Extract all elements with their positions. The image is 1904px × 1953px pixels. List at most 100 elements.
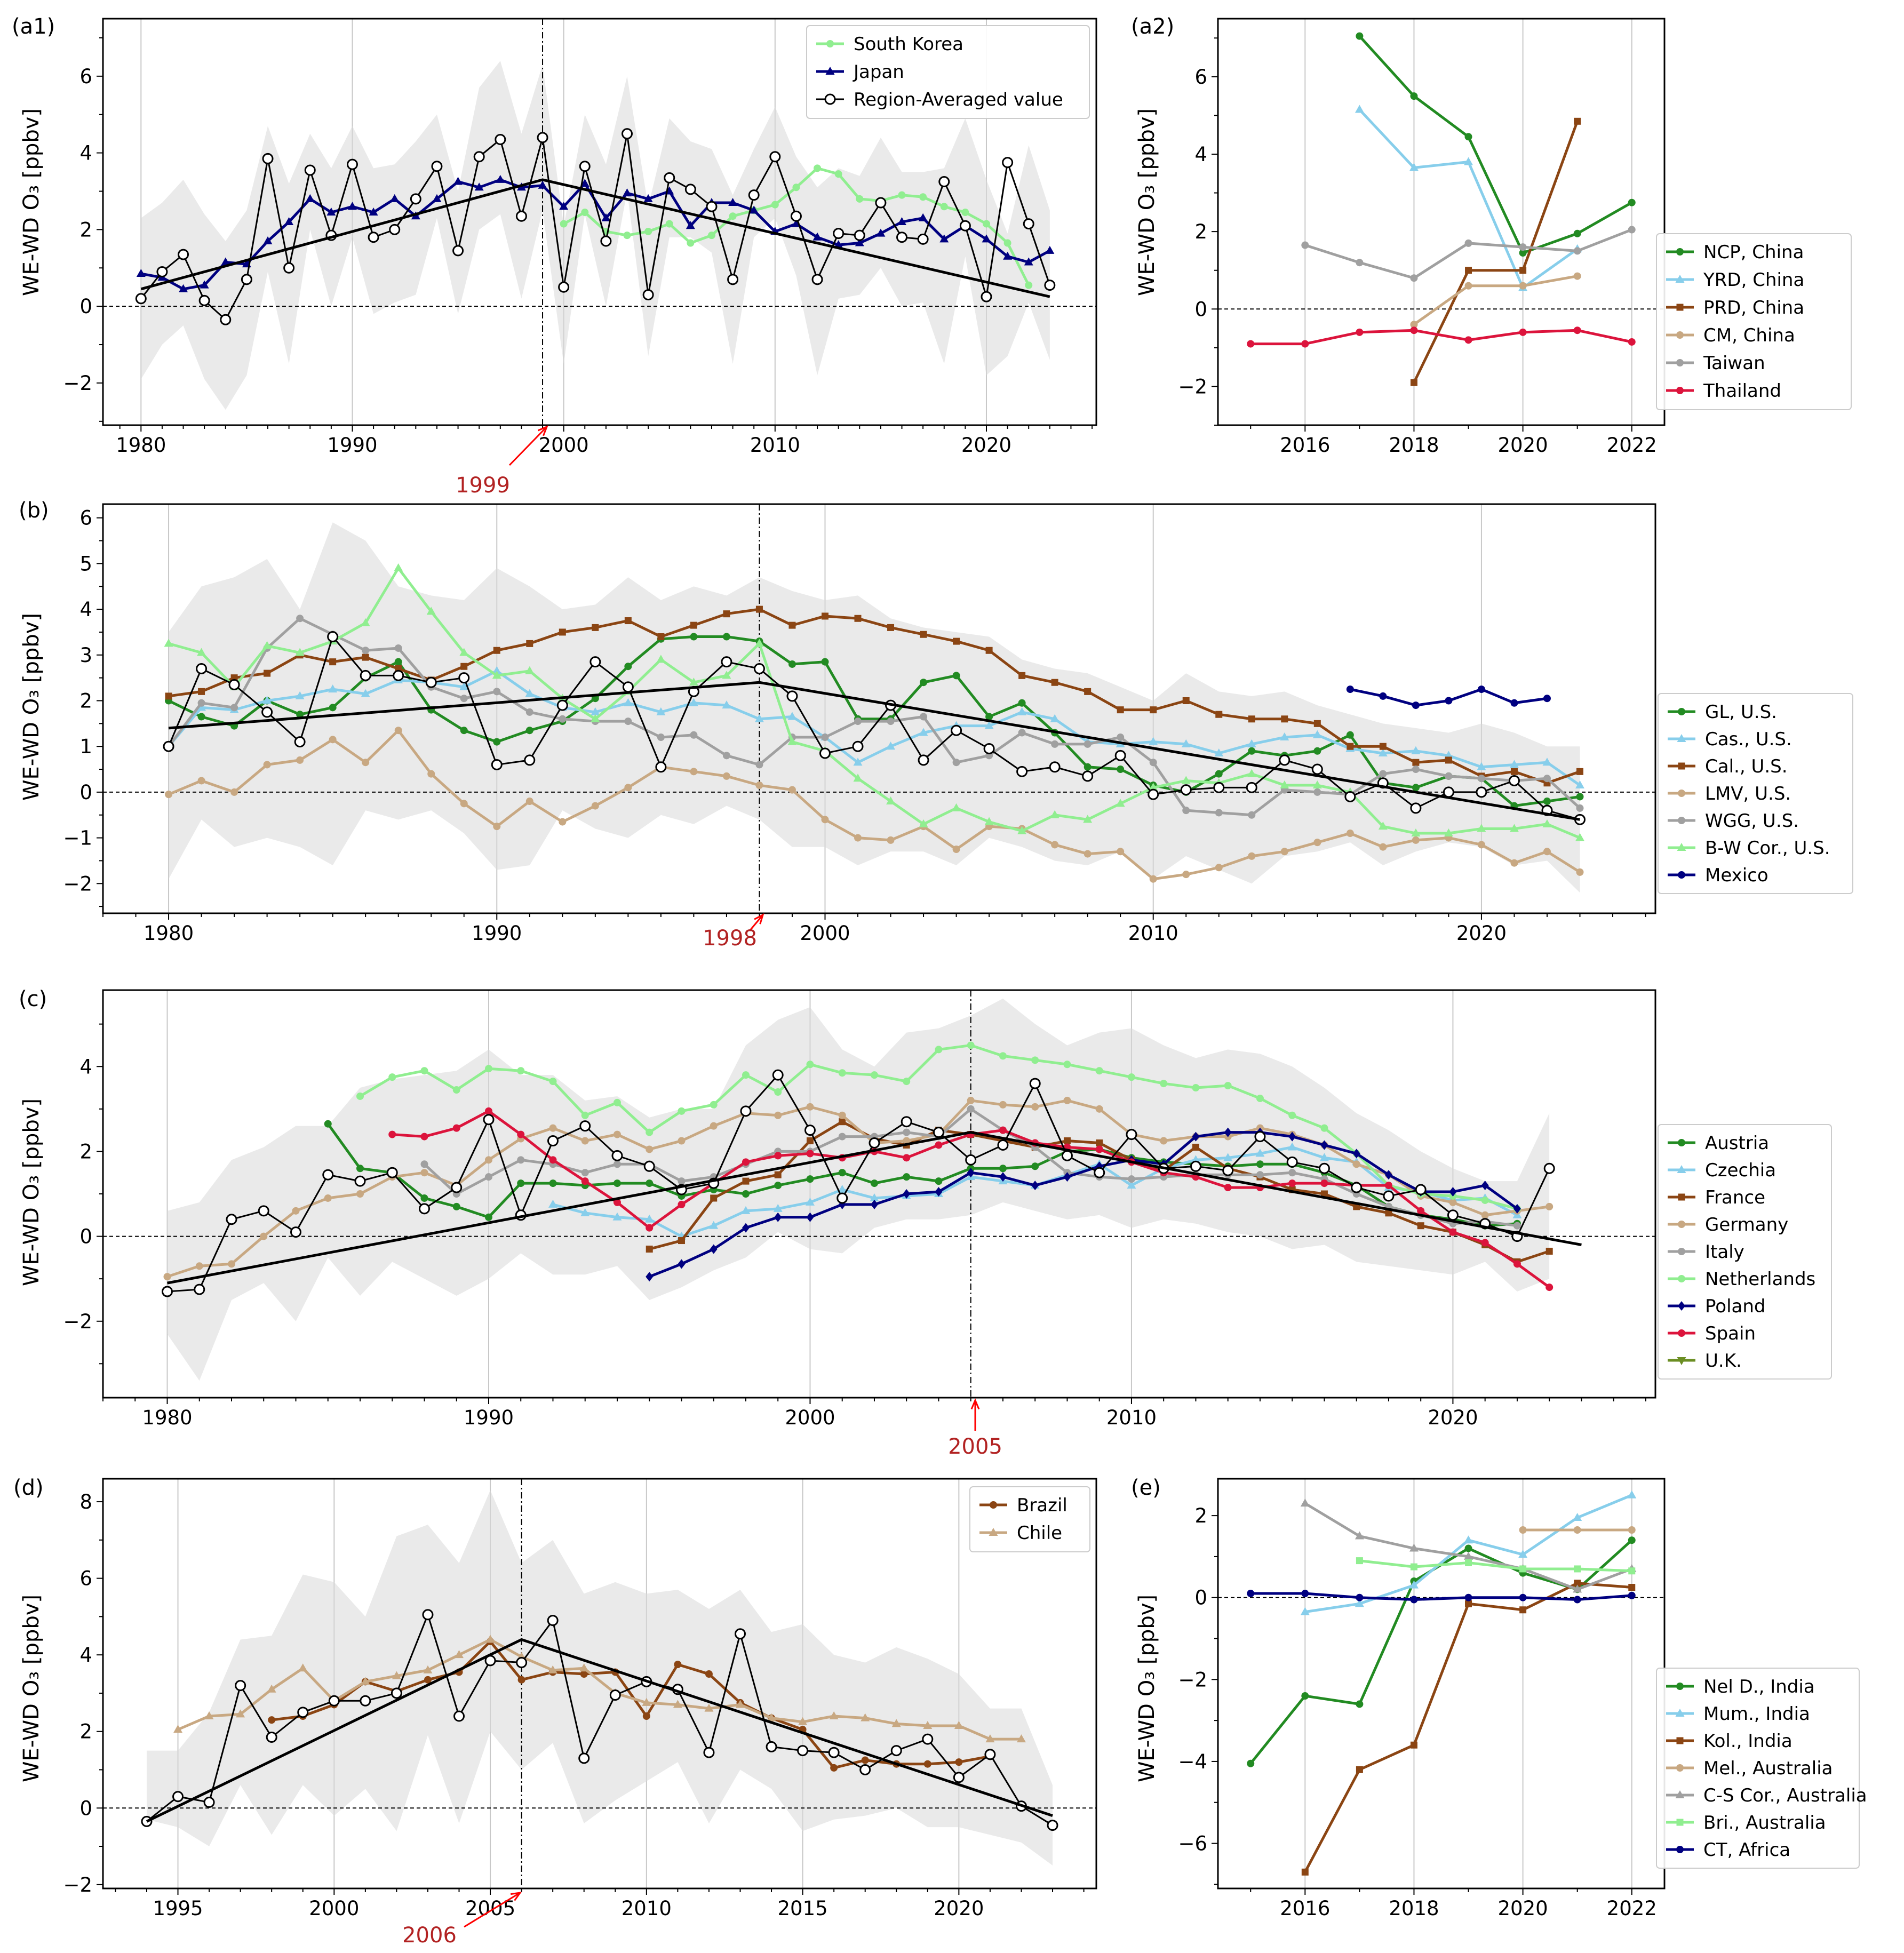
data-point xyxy=(228,679,240,691)
data-point xyxy=(821,658,829,666)
data-point xyxy=(579,1663,589,1672)
panel-a2: 2016 2018 2020 2022 −2 0 2 4 6 NCP, China YRD, Chi… xyxy=(1178,18,1852,457)
data-point xyxy=(1288,1111,1296,1119)
data-point xyxy=(1255,1149,1265,1157)
data-point xyxy=(236,1709,245,1718)
legend-label: Kol., India xyxy=(1703,1731,1793,1752)
data-point xyxy=(197,648,206,656)
series-line xyxy=(1358,35,1632,254)
data-point xyxy=(1049,761,1061,773)
legend-marker xyxy=(1678,708,1685,715)
data-point xyxy=(821,734,829,742)
data-point xyxy=(954,1720,963,1729)
legend: South Korea Japan Region-Averaged value xyxy=(806,25,1090,119)
data-point xyxy=(1280,848,1288,856)
data-point xyxy=(999,1126,1007,1134)
data-point xyxy=(452,1124,460,1132)
legend-marker xyxy=(1676,1819,1684,1826)
data-point xyxy=(1215,711,1223,718)
legend-marker xyxy=(1675,275,1685,283)
y-tick-label: 6 xyxy=(1194,66,1207,89)
data-point xyxy=(420,1194,428,1202)
data-point xyxy=(360,1695,371,1707)
data-point xyxy=(742,1223,750,1233)
data-point xyxy=(1443,786,1454,798)
data-point xyxy=(161,1286,173,1297)
panel-e: 2016 2018 2020 2022 −6 −4 −2 0 2 Nel D., India Mum… xyxy=(1178,1478,1867,1920)
data-point xyxy=(263,236,273,244)
data-point xyxy=(581,1111,589,1119)
legend-marker xyxy=(1677,734,1686,742)
data-point xyxy=(324,1194,332,1202)
data-point xyxy=(1509,760,1519,768)
series-line xyxy=(271,1640,991,1769)
legend-item-japan: Japan xyxy=(816,61,904,83)
data-point xyxy=(368,232,379,243)
data-point xyxy=(362,759,370,767)
data-point xyxy=(394,727,402,735)
data-point xyxy=(952,672,960,680)
data-point xyxy=(1355,105,1364,113)
data-point xyxy=(1149,875,1157,883)
data-point xyxy=(295,691,305,699)
data-point xyxy=(838,1111,846,1119)
data-point xyxy=(262,153,274,164)
data-point xyxy=(955,1758,963,1766)
y-tick-label: −2 xyxy=(1178,1668,1207,1691)
breakpoint-label: 2006 xyxy=(402,1923,457,1948)
legend-label: YRD, China xyxy=(1703,269,1804,291)
data-point xyxy=(952,759,960,767)
data-point xyxy=(1002,157,1014,169)
data-point xyxy=(1190,1160,1201,1172)
legend-label: Mel., Australia xyxy=(1703,1758,1833,1779)
data-point xyxy=(589,656,601,668)
legend-item-netherlands: Netherlands xyxy=(1668,1269,1815,1290)
data-point xyxy=(1542,758,1552,766)
legend-box xyxy=(1658,1124,1832,1380)
data-point xyxy=(1465,267,1472,274)
data-point xyxy=(420,1160,428,1168)
data-point xyxy=(517,1067,525,1075)
plot-area xyxy=(1218,32,1664,386)
data-point xyxy=(1181,776,1191,784)
legend-marker xyxy=(1678,1275,1685,1282)
data-point xyxy=(394,658,402,666)
legend-marker xyxy=(1677,1165,1686,1173)
series-yrd-china xyxy=(1355,105,1582,291)
data-point xyxy=(1280,780,1289,789)
legend-item-cas-u-s: Cas., U.S. xyxy=(1668,729,1792,750)
data-point xyxy=(581,209,589,217)
series-line xyxy=(168,567,1581,839)
data-point xyxy=(774,1182,782,1190)
legend: Nel D., India Mum., India Kol., India Mel.,… xyxy=(1656,1668,1867,1869)
data-point xyxy=(646,1224,654,1232)
data-point xyxy=(919,728,928,736)
data-point xyxy=(1573,247,1581,255)
data-point xyxy=(1352,1149,1360,1159)
data-point xyxy=(327,631,339,643)
data-point xyxy=(710,1244,718,1254)
y-tick-label: −2 xyxy=(63,1874,92,1896)
data-point xyxy=(749,205,759,214)
data-point xyxy=(788,786,796,794)
data-point xyxy=(703,1747,715,1758)
data-point xyxy=(458,672,470,684)
data-point xyxy=(774,1111,782,1119)
data-point xyxy=(1445,697,1453,705)
data-point xyxy=(903,1189,911,1199)
data-point xyxy=(1513,1203,1521,1214)
data-point xyxy=(296,756,304,764)
data-point xyxy=(1477,762,1486,770)
data-point xyxy=(581,1177,589,1185)
uncertainty-band xyxy=(167,998,1550,1381)
y-tick-label: 4 xyxy=(1194,143,1207,166)
data-point xyxy=(492,666,501,674)
data-point xyxy=(687,239,695,247)
legend-label: Region-Averaged value xyxy=(854,89,1063,110)
data-point xyxy=(524,754,536,766)
y-tick-label: −4 xyxy=(1178,1750,1207,1773)
data-point xyxy=(1224,1127,1232,1137)
legend-item-italy: Italy xyxy=(1668,1241,1744,1263)
x-tick-label: 1990 xyxy=(327,434,377,457)
data-point xyxy=(623,698,633,706)
